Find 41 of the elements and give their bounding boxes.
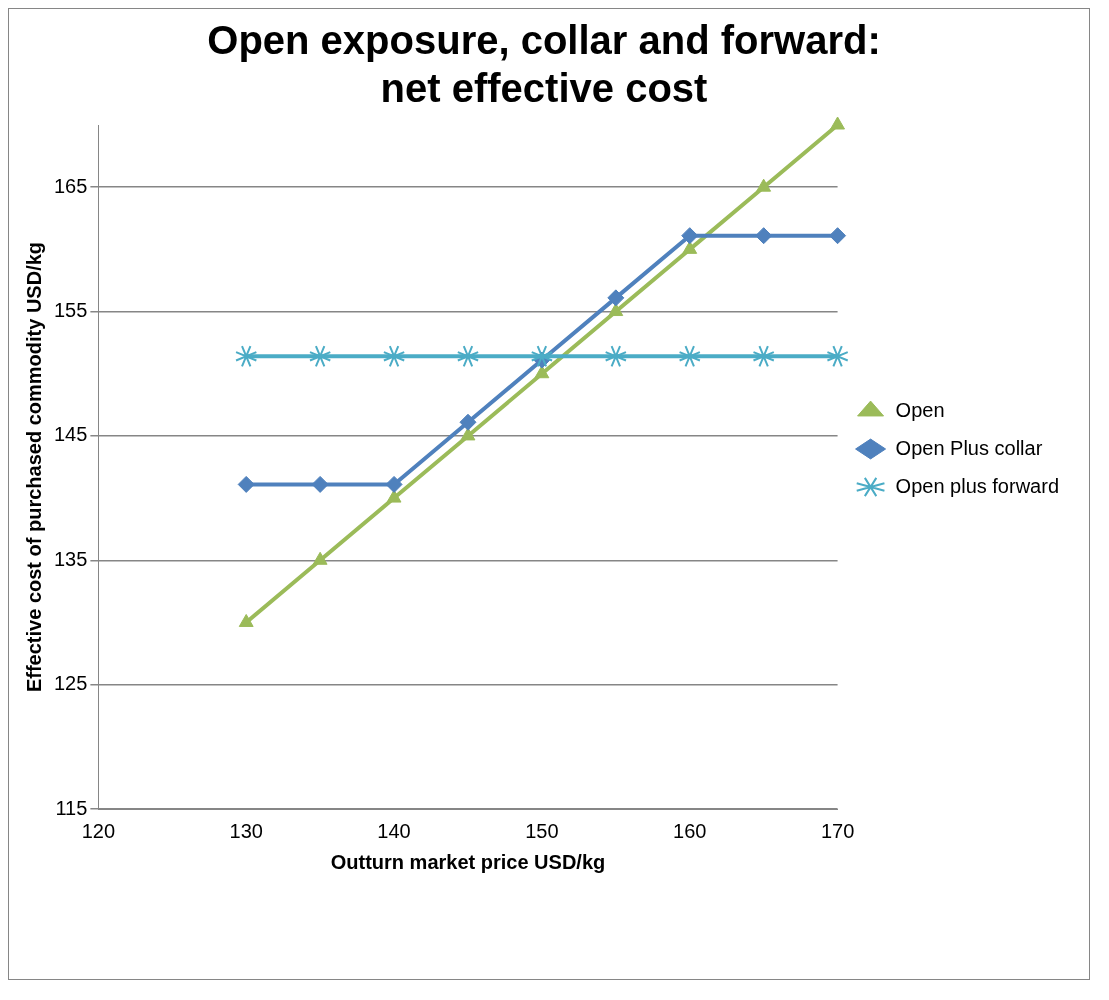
x-tick-label: 170 [820, 819, 855, 842]
point [460, 427, 476, 441]
x-tick-label: 130 [229, 819, 263, 842]
point [826, 345, 849, 368]
point [534, 365, 550, 379]
point [386, 489, 402, 503]
point [382, 345, 406, 368]
point [385, 475, 403, 493]
point [237, 475, 255, 493]
point [308, 345, 332, 368]
point [459, 413, 477, 431]
point [829, 227, 847, 245]
x-tick-label: 150 [525, 819, 559, 842]
legend-label: Open Plus collar [895, 436, 1043, 459]
legend-label: Open [895, 398, 945, 421]
y-tick-label: 125 [53, 672, 88, 695]
point [311, 475, 329, 493]
point [604, 345, 627, 368]
point [608, 303, 624, 317]
legend-label: Open plus forward [895, 474, 1059, 497]
point [681, 227, 699, 245]
point [755, 227, 773, 245]
point [678, 345, 701, 368]
x-tick-label: 160 [673, 819, 707, 842]
y-tick-label: 145 [53, 423, 88, 446]
y-tick-label: 165 [53, 174, 88, 197]
x-tick-label: 120 [81, 819, 116, 842]
point [752, 345, 775, 368]
point [456, 345, 480, 368]
point [607, 289, 625, 307]
point [530, 345, 554, 368]
point [312, 551, 328, 565]
y-tick-label: 135 [53, 547, 88, 570]
y-tick-label: 155 [53, 299, 88, 322]
chart-title: Open exposure, collar and forward: net effective cost [207, 18, 881, 111]
x-axis-title: Outturn market price USD/kg [330, 850, 606, 873]
x-tick-label: 140 [377, 819, 411, 842]
y-axis-title: Effective cost of purchased commodity USD/kg [22, 241, 45, 693]
point [235, 345, 258, 368]
y-tick-label: 115 [55, 796, 88, 819]
point [238, 613, 254, 627]
